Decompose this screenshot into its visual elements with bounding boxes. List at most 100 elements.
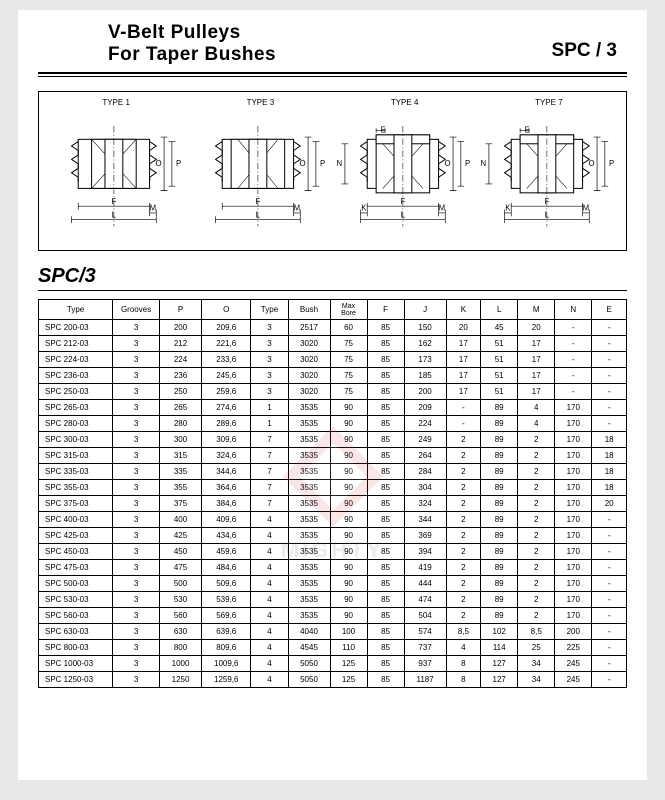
cell: 89 [481, 400, 518, 416]
cell: 400 [160, 512, 202, 528]
cell: 20 [518, 320, 555, 336]
cell: 89 [481, 448, 518, 464]
cell: SPC 630-03 [39, 624, 113, 640]
cell: 85 [367, 624, 404, 640]
cell: 85 [367, 368, 404, 384]
cell: - [592, 416, 627, 432]
cell: 85 [367, 384, 404, 400]
cell: 3535 [288, 480, 330, 496]
svg-text:M: M [438, 204, 445, 213]
svg-text:P: P [609, 159, 614, 168]
cell: 2 [446, 528, 481, 544]
cell: 85 [367, 560, 404, 576]
cell: SPC 224-03 [39, 352, 113, 368]
cell: 125 [330, 672, 367, 688]
cell: 89 [481, 544, 518, 560]
col-k: K [446, 300, 481, 320]
cell: 17 [446, 368, 481, 384]
cell: 209 [404, 400, 446, 416]
cell: 444 [404, 576, 446, 592]
table-row: SPC 375-033375384,6735359085324289217020 [39, 496, 627, 512]
cell: 4 [518, 400, 555, 416]
cell: 89 [481, 528, 518, 544]
cell: 304 [404, 480, 446, 496]
cell: SPC 1250-03 [39, 672, 113, 688]
table-row: SPC 200-033200209,6325176085150204520-- [39, 320, 627, 336]
cell: 3 [113, 464, 160, 480]
cell: - [446, 400, 481, 416]
cell: 3535 [288, 496, 330, 512]
table-row: SPC 315-033315324,6735359085264289217018 [39, 448, 627, 464]
cell: 25 [518, 640, 555, 656]
svg-text:L: L [112, 210, 117, 219]
cell: 85 [367, 336, 404, 352]
cell: 3 [113, 448, 160, 464]
diagram-panel: TYPE 1 F L M P O TYPE 3 [38, 91, 627, 251]
cell: 2 [518, 512, 555, 528]
svg-text:P: P [464, 159, 469, 168]
cell: 170 [555, 432, 592, 448]
cell: 300 [160, 432, 202, 448]
cell: 539,6 [202, 592, 251, 608]
diagram-type-3: TYPE 3 F L M P O [191, 98, 329, 246]
col-l: L [481, 300, 518, 320]
cell: 245 [555, 656, 592, 672]
cell: SPC 475-03 [39, 560, 113, 576]
cell: 2 [446, 544, 481, 560]
diagram-label: TYPE 3 [247, 98, 275, 107]
table-row: SPC 224-033224233,6330207585173175117-- [39, 352, 627, 368]
table-row: SPC 212-033212221,6330207585162175117-- [39, 336, 627, 352]
cell: 2 [446, 608, 481, 624]
cell: 2 [446, 512, 481, 528]
pulley-diagram: F L M P O [191, 110, 329, 240]
cell: 475 [160, 560, 202, 576]
pulley-diagram: F L M P O [47, 110, 185, 240]
cell: 3020 [288, 368, 330, 384]
cell: - [592, 544, 627, 560]
cell: 335 [160, 464, 202, 480]
title-line2: For Taper Bushes [108, 44, 276, 66]
cell: 170 [555, 560, 592, 576]
cell: 3 [113, 592, 160, 608]
cell: SPC 355-03 [39, 480, 113, 496]
cell: 209,6 [202, 320, 251, 336]
header-title-block: V-Belt Pulleys For Taper Bushes [108, 22, 276, 66]
cell: 170 [555, 400, 592, 416]
cell: 245 [555, 672, 592, 688]
cell: - [592, 352, 627, 368]
cell: 4 [251, 672, 288, 688]
cell: 4 [251, 640, 288, 656]
cell: SPC 300-03 [39, 432, 113, 448]
cell: 737 [404, 640, 446, 656]
cell: 85 [367, 576, 404, 592]
cell: 17 [518, 384, 555, 400]
svg-text:K: K [505, 204, 511, 213]
cell: 3535 [288, 528, 330, 544]
cell: 170 [555, 592, 592, 608]
col-grooves: Grooves [113, 300, 160, 320]
cell: 264 [404, 448, 446, 464]
cell: 2 [518, 592, 555, 608]
cell: 509,6 [202, 576, 251, 592]
table-row: SPC 560-033560569,64353590855042892170- [39, 608, 627, 624]
cell: 17 [446, 352, 481, 368]
cell: 89 [481, 608, 518, 624]
col-type: Type [39, 300, 113, 320]
svg-text:F: F [544, 197, 549, 206]
cell: 85 [367, 352, 404, 368]
cell: 2 [446, 464, 481, 480]
cell: - [592, 608, 627, 624]
cell: 2 [518, 608, 555, 624]
cell: 89 [481, 464, 518, 480]
cell: 3020 [288, 352, 330, 368]
table-row: SPC 450-033450459,64353590853942892170- [39, 544, 627, 560]
cell: 89 [481, 496, 518, 512]
cell: 8,5 [446, 624, 481, 640]
cell: SPC 280-03 [39, 416, 113, 432]
cell: 8 [446, 656, 481, 672]
cell: - [555, 320, 592, 336]
cell: 34 [518, 656, 555, 672]
table-row: SPC 280-033280289,6135359085224-894170- [39, 416, 627, 432]
cell: 150 [404, 320, 446, 336]
cell: 170 [555, 528, 592, 544]
